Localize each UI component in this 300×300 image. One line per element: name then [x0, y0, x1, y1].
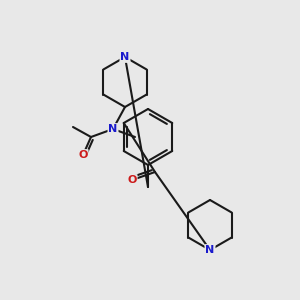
Text: O: O — [78, 150, 88, 160]
Text: N: N — [206, 245, 214, 255]
Text: N: N — [120, 52, 130, 62]
Text: O: O — [127, 175, 137, 185]
Text: N: N — [108, 124, 118, 134]
